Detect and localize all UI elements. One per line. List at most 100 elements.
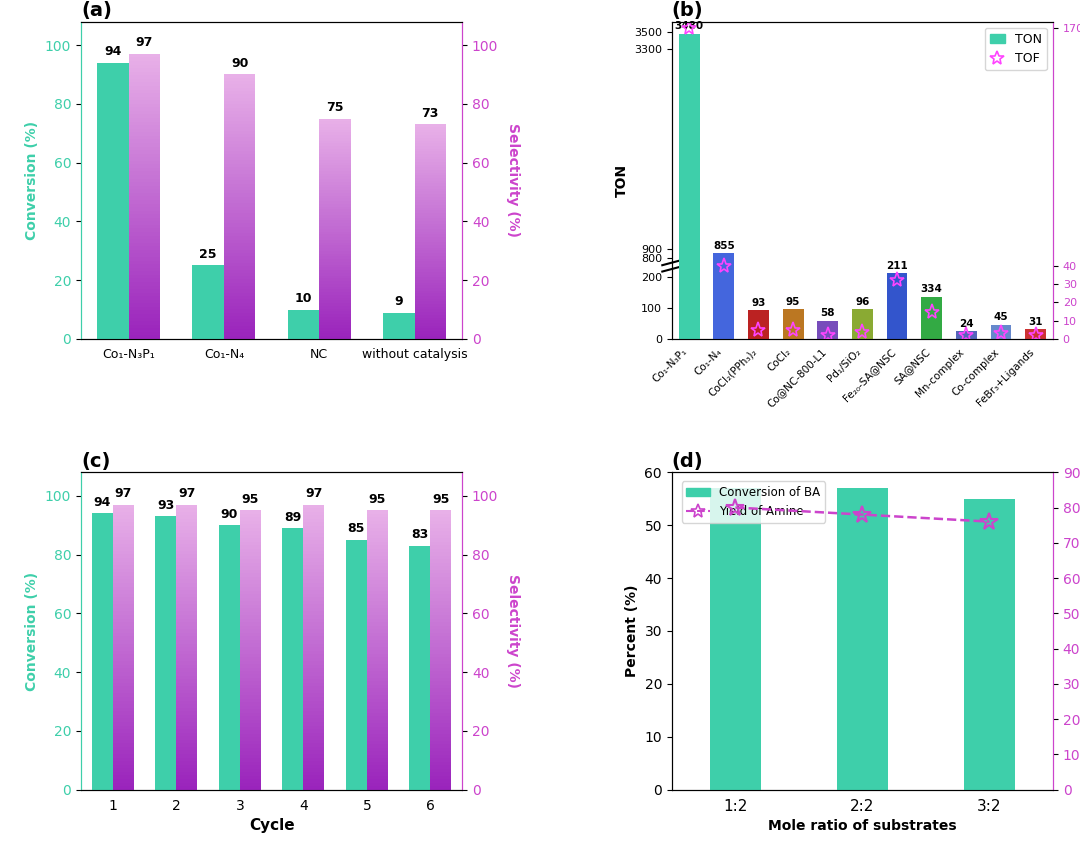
- Bar: [224, 134, 255, 137]
- Bar: [303, 597, 324, 601]
- Bar: [129, 311, 160, 314]
- Bar: [303, 579, 324, 583]
- Bar: [367, 678, 388, 682]
- Bar: [303, 658, 324, 661]
- Bar: [415, 124, 446, 127]
- Bar: [129, 104, 160, 107]
- Bar: [415, 173, 446, 175]
- Bar: [303, 590, 324, 594]
- Bar: [320, 268, 351, 270]
- Bar: [129, 321, 160, 324]
- Bar: [176, 626, 198, 629]
- Bar: [112, 726, 134, 729]
- Bar: [367, 657, 388, 660]
- Bar: [415, 127, 446, 129]
- Bar: [112, 551, 134, 554]
- Bar: [176, 783, 198, 786]
- Bar: [129, 336, 160, 339]
- Bar: [303, 626, 324, 629]
- Bar: [224, 260, 255, 263]
- Bar: [431, 514, 451, 518]
- Bar: [431, 525, 451, 528]
- Bar: [303, 530, 324, 533]
- Bar: [431, 653, 451, 657]
- Bar: [224, 306, 255, 309]
- Bar: [176, 683, 198, 686]
- Bar: [224, 273, 255, 276]
- Bar: [224, 177, 255, 180]
- Bar: [431, 602, 451, 605]
- Bar: [303, 547, 324, 551]
- Bar: [224, 296, 255, 299]
- Bar: [367, 514, 388, 518]
- Bar: [240, 629, 260, 633]
- Bar: [129, 58, 160, 61]
- Bar: [367, 664, 388, 667]
- Bar: [431, 765, 451, 769]
- Bar: [129, 118, 160, 122]
- Bar: [112, 679, 134, 683]
- Bar: [303, 768, 324, 772]
- Text: 95: 95: [368, 493, 386, 506]
- Bar: [431, 650, 451, 653]
- Bar: [887, 274, 907, 339]
- Bar: [240, 563, 260, 566]
- Bar: [367, 576, 388, 580]
- Bar: [129, 122, 160, 125]
- Bar: [303, 526, 324, 530]
- Text: 73: 73: [421, 107, 438, 120]
- Bar: [415, 133, 446, 135]
- Bar: [367, 727, 388, 730]
- Bar: [240, 598, 260, 602]
- Bar: [129, 217, 160, 222]
- Bar: [964, 499, 1015, 790]
- Bar: [176, 711, 198, 715]
- Bar: [367, 545, 388, 549]
- Bar: [240, 769, 260, 772]
- Bar: [367, 542, 388, 545]
- Bar: [431, 734, 451, 737]
- Bar: [303, 726, 324, 729]
- Bar: [129, 268, 160, 271]
- Bar: [176, 597, 198, 601]
- Bar: [320, 129, 351, 132]
- Text: 83: 83: [411, 528, 429, 541]
- Bar: [240, 622, 260, 626]
- Bar: [176, 654, 198, 658]
- Bar: [224, 249, 255, 253]
- Text: 94: 94: [94, 496, 111, 509]
- Bar: [129, 129, 160, 132]
- Bar: [240, 682, 260, 685]
- Bar: [129, 168, 160, 172]
- Bar: [240, 573, 260, 576]
- Bar: [320, 135, 351, 138]
- Bar: [415, 143, 446, 146]
- Bar: [112, 540, 134, 544]
- Bar: [129, 93, 160, 97]
- Bar: [240, 556, 260, 559]
- Bar: [415, 156, 446, 160]
- Bar: [320, 333, 351, 337]
- Y-axis label: Conversion (%): Conversion (%): [25, 121, 39, 240]
- Bar: [129, 179, 160, 182]
- Bar: [367, 776, 388, 779]
- Bar: [303, 615, 324, 619]
- Bar: [303, 746, 324, 751]
- Bar: [303, 765, 324, 768]
- Bar: [303, 676, 324, 679]
- Bar: [367, 720, 388, 723]
- Bar: [224, 200, 255, 204]
- Text: 9: 9: [394, 295, 403, 308]
- Bar: [176, 765, 198, 768]
- Y-axis label: Conversion (%): Conversion (%): [25, 571, 39, 690]
- Bar: [303, 733, 324, 736]
- Bar: [240, 514, 260, 518]
- Bar: [303, 779, 324, 783]
- Text: 334: 334: [921, 284, 943, 294]
- Bar: [415, 304, 446, 306]
- Text: 211: 211: [887, 261, 908, 271]
- Bar: [112, 779, 134, 783]
- Bar: [320, 312, 351, 314]
- Bar: [176, 746, 198, 751]
- Bar: [224, 78, 255, 81]
